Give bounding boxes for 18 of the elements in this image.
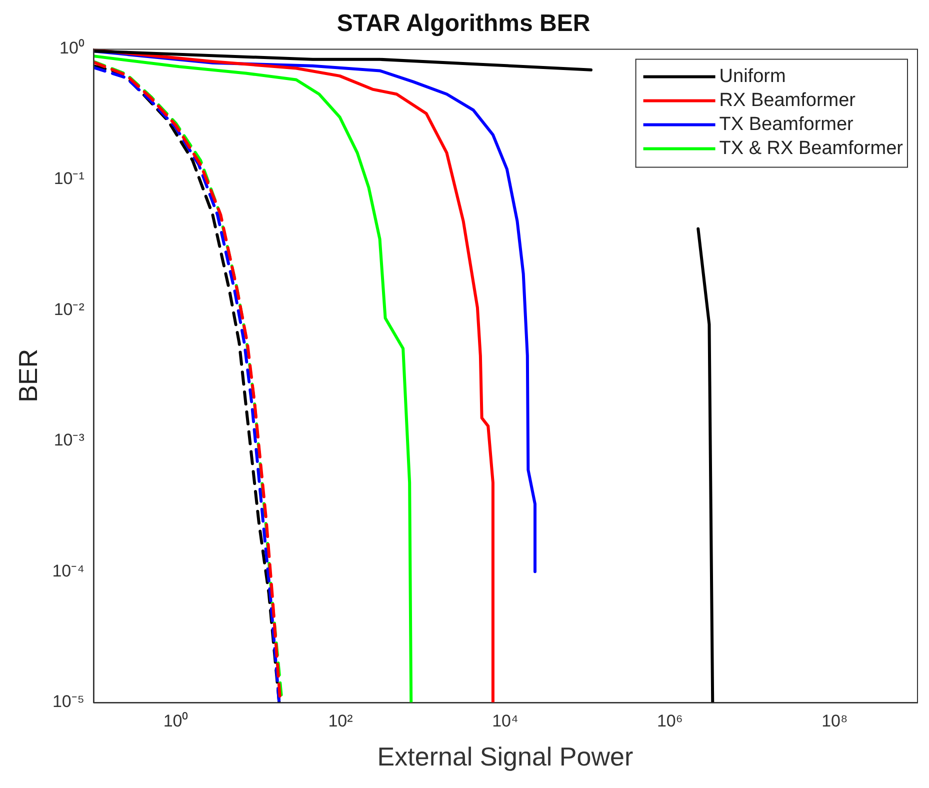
x-tick-label: 10⁶: [656, 711, 683, 730]
chart-title: STAR Algorithms BER: [336, 10, 590, 38]
x-tick-label: 10²: [328, 711, 354, 730]
legend-label: TX Beamformer: [719, 114, 854, 136]
legend-label: TX & RX Beamformer: [719, 138, 904, 160]
y-tick-label: 10⁻²: [54, 300, 85, 319]
x-tick-label: 10⁴: [492, 711, 518, 730]
legend-label: Uniform: [719, 66, 786, 88]
x-tick-label: 10⁰: [163, 711, 188, 730]
y-tick-label: 10⁻¹: [54, 169, 85, 188]
y-tick-label: 10⁻⁵: [52, 692, 84, 712]
y-axis-title: BER: [12, 348, 43, 402]
x-tick-label: 10⁸: [822, 711, 848, 730]
legend-label: RX Beamformer: [719, 90, 856, 112]
y-tick-label: 10⁻³: [54, 430, 85, 450]
y-tick-label: 10⁰: [59, 38, 84, 58]
x-axis-title: External Signal Power: [377, 742, 634, 772]
y-tick-label: 10⁻⁴: [52, 561, 84, 580]
